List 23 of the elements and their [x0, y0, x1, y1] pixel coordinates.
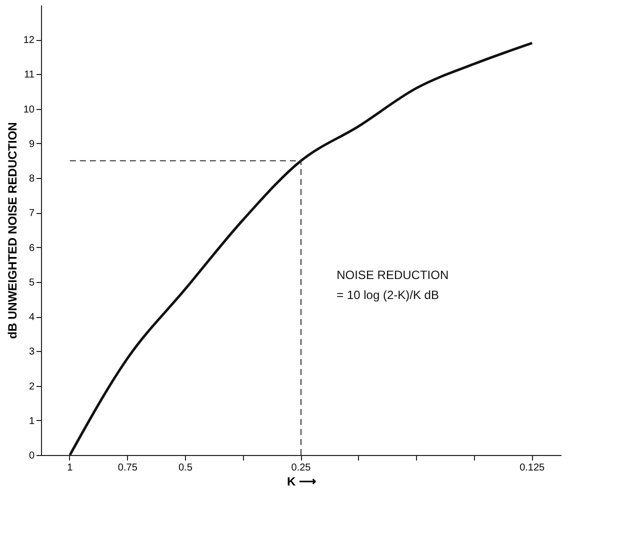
- y-tick-label: 7: [28, 208, 35, 220]
- x-tick-label: 1: [67, 462, 74, 474]
- y-tick-label: 10: [23, 104, 35, 116]
- y-tick-label: 4: [28, 312, 35, 324]
- y-tick-label: 11: [24, 70, 35, 81]
- x-tick-label: 0.125: [520, 462, 546, 474]
- y-tick-label: 6: [28, 242, 35, 254]
- annotation: NOISE REDUCTION: [336, 268, 449, 282]
- x-tick-label: 0.75: [118, 462, 138, 474]
- y-tick-label: 9: [28, 138, 35, 150]
- x-tick-label: 0.25: [291, 462, 312, 474]
- y-tick-label: 2: [28, 381, 35, 392]
- y-tick-label: 0: [28, 450, 35, 462]
- y-axis-title: dB UNWEIGHTED NOISE REDUCTION: [5, 122, 20, 339]
- annotation: = 10 log (2-K)/K dB: [336, 288, 439, 302]
- x-tick-label: 0.5: [178, 462, 193, 474]
- x-axis-title: K ⟶: [287, 474, 316, 488]
- y-tick-label: 1: [28, 416, 35, 427]
- y-tick-label: 3: [28, 346, 35, 358]
- line-series: [68, 42, 534, 456]
- y-tick-label: 5: [28, 277, 35, 288]
- y-tick-label: 12: [23, 35, 35, 46]
- y-tick-label: 8: [28, 174, 35, 185]
